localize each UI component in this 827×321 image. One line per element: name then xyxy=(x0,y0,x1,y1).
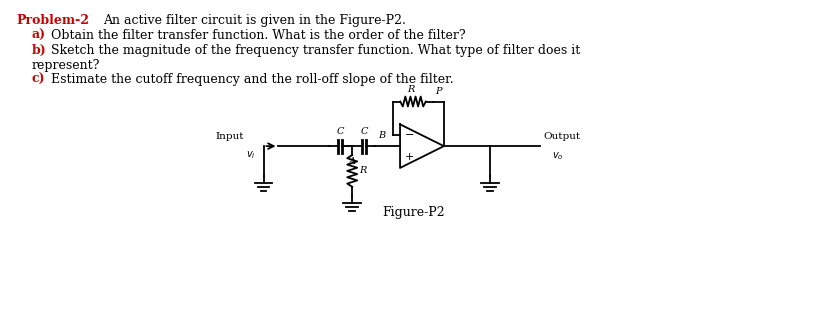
Text: An active filter circuit is given in the Figure-P2.: An active filter circuit is given in the… xyxy=(103,14,405,27)
Text: Output: Output xyxy=(543,132,580,141)
Text: Problem-2: Problem-2 xyxy=(17,14,89,27)
Text: c): c) xyxy=(31,73,45,86)
Text: $v_o$: $v_o$ xyxy=(551,150,562,162)
Text: C: C xyxy=(336,127,343,136)
Text: Input: Input xyxy=(215,132,243,141)
Text: R: R xyxy=(407,85,414,94)
Text: Figure-P2: Figure-P2 xyxy=(382,206,445,219)
Text: a): a) xyxy=(31,29,45,42)
Text: b): b) xyxy=(31,44,46,57)
Text: A: A xyxy=(348,157,356,166)
Text: represent?: represent? xyxy=(31,59,99,72)
Text: R: R xyxy=(359,166,366,175)
Text: $v_i$: $v_i$ xyxy=(246,149,255,161)
Text: C: C xyxy=(360,127,367,136)
Text: Obtain the filter transfer function. What is the order of the filter?: Obtain the filter transfer function. Wha… xyxy=(51,29,466,42)
Text: B: B xyxy=(378,131,385,140)
Text: +: + xyxy=(404,152,414,162)
Text: Sketch the magnitude of the frequency transfer function. What type of filter doe: Sketch the magnitude of the frequency tr… xyxy=(51,44,580,57)
Text: −: − xyxy=(404,130,414,140)
Text: Estimate the cutoff frequency and the roll-off slope of the filter.: Estimate the cutoff frequency and the ro… xyxy=(51,73,453,86)
Text: P: P xyxy=(434,87,441,96)
